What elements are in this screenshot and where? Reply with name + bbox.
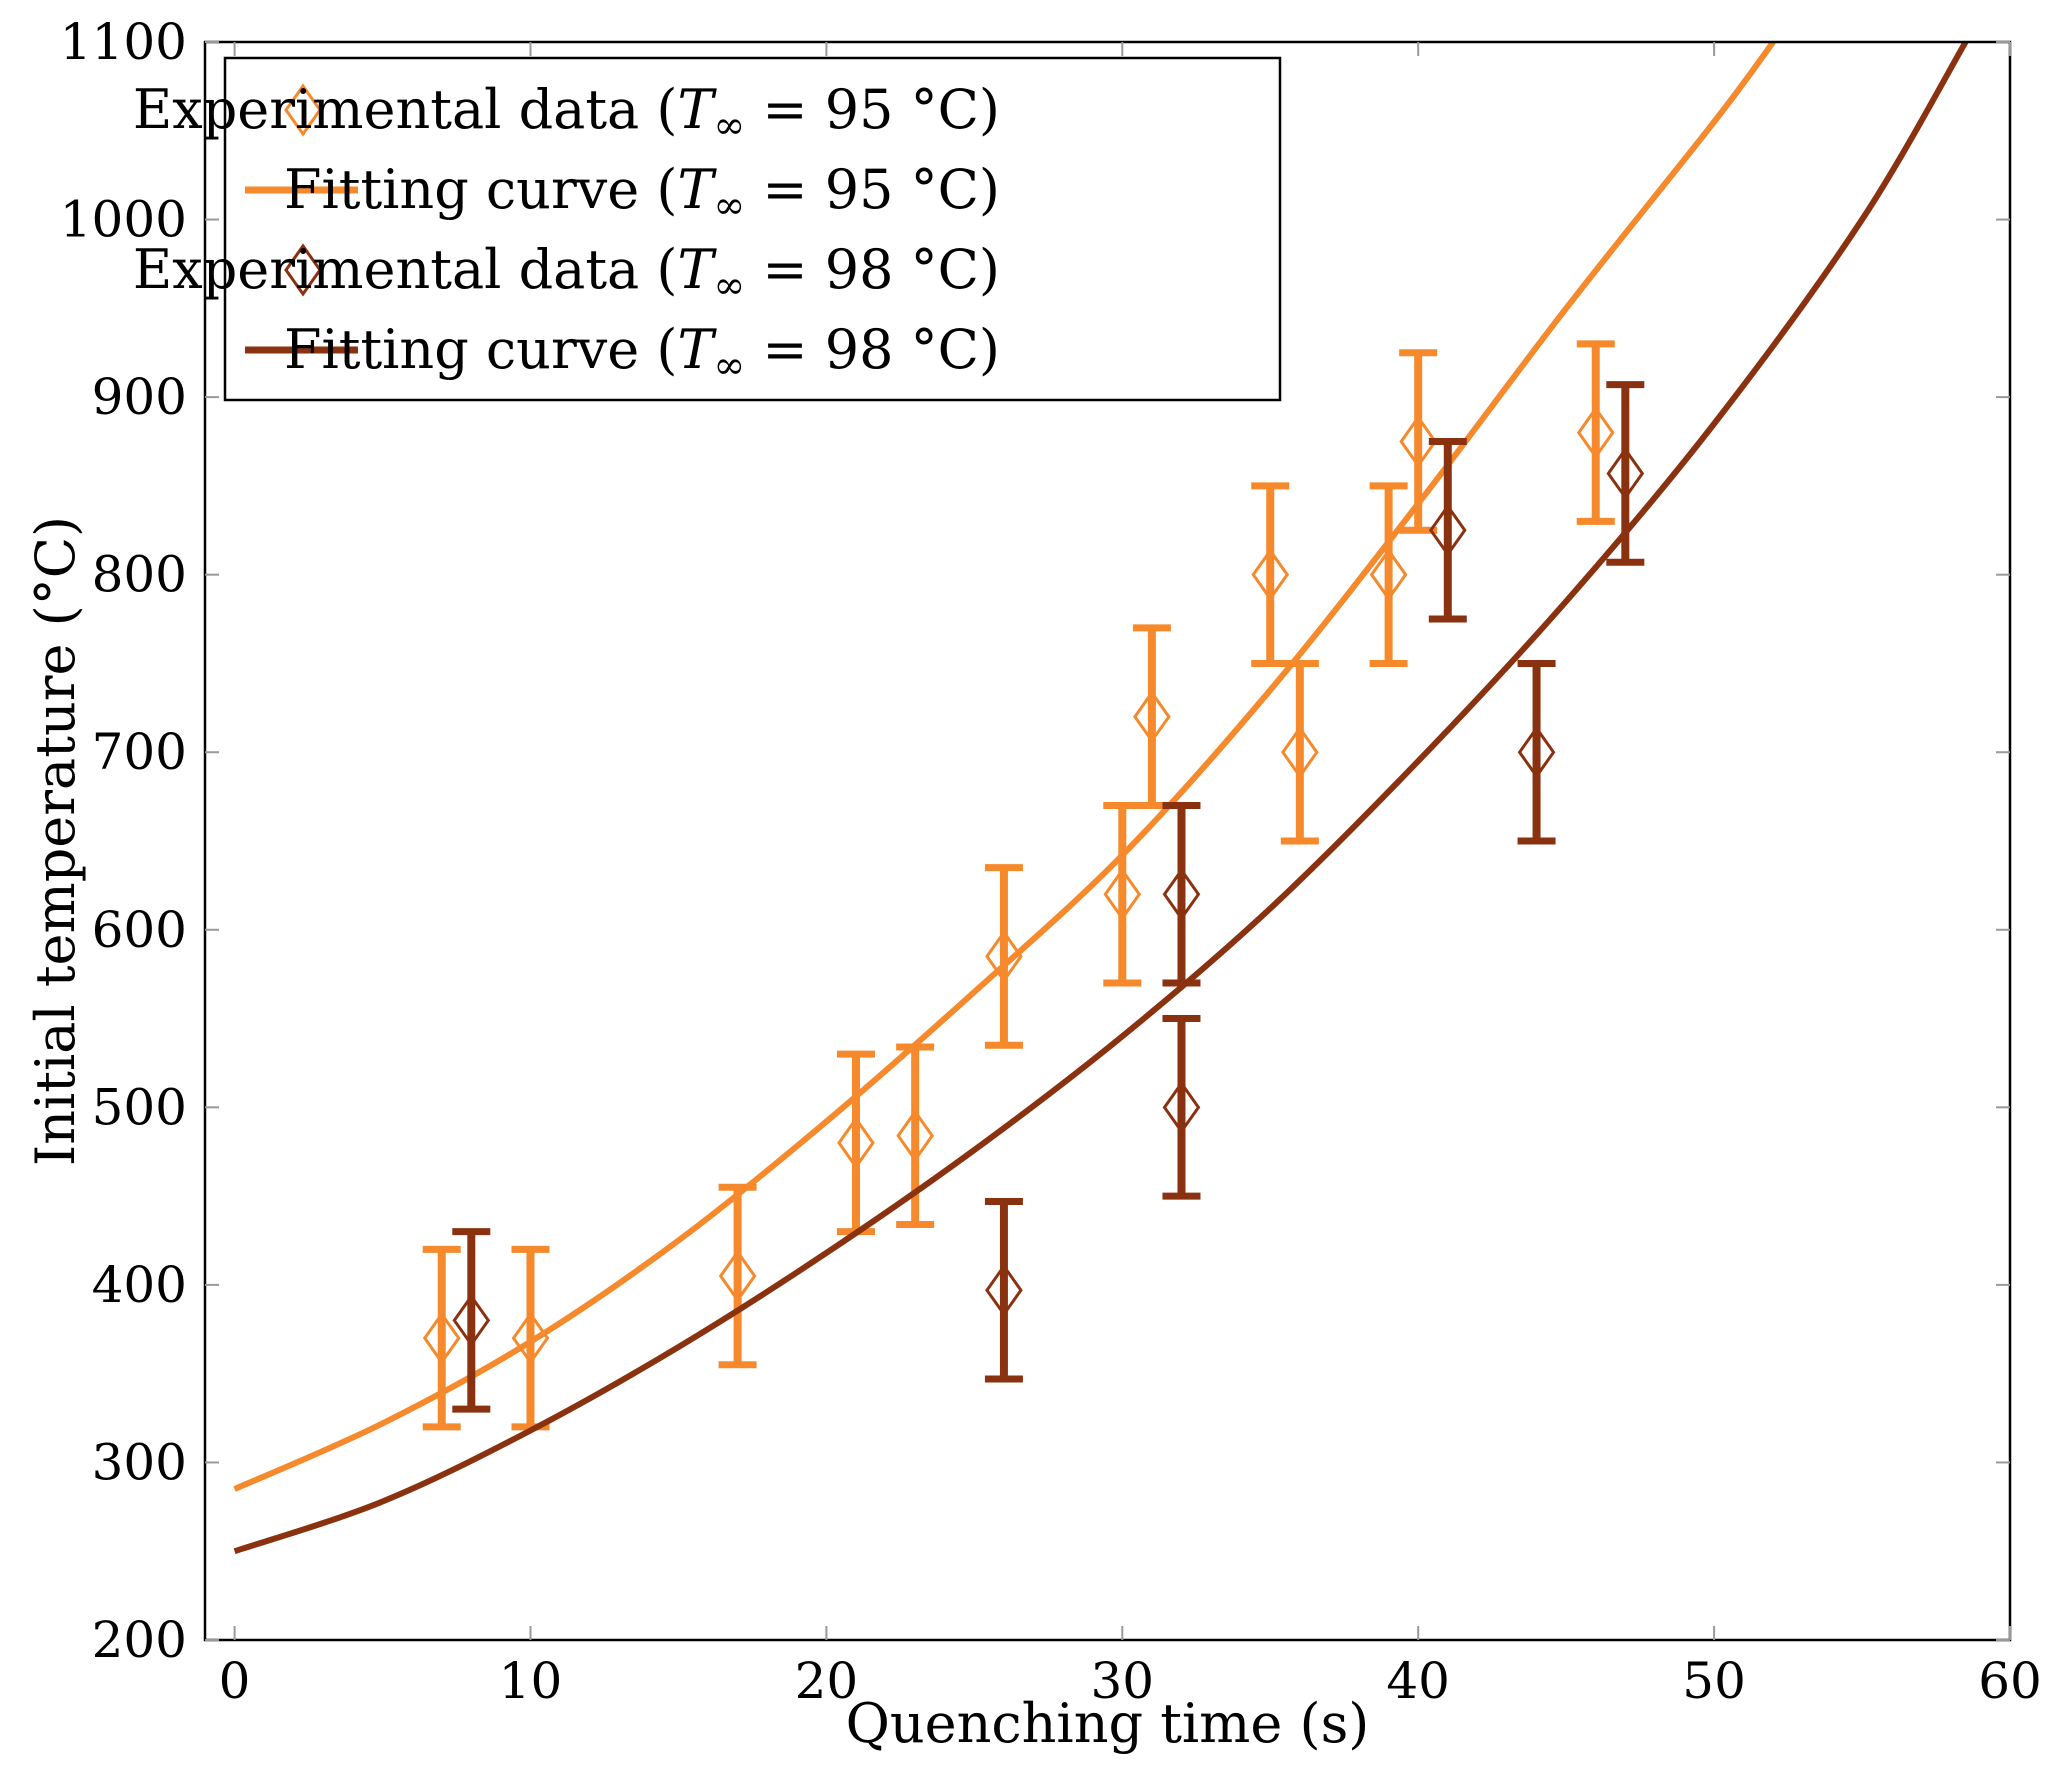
series-0-point: [1399, 414, 1438, 469]
series-0-point: [1103, 867, 1142, 921]
x-tick-label: 10: [499, 1652, 563, 1710]
legend-entry-prefix: Experimental data (: [133, 78, 678, 141]
x-tick-label: 40: [1386, 1652, 1450, 1710]
legend-entry-2: Experimental data (T∞ = 98 °C): [133, 238, 1000, 307]
series-3-curve: [233, 42, 1969, 1555]
series-2-point: [1162, 1080, 1201, 1134]
y-tick-label: 600: [92, 901, 187, 959]
y-tick-label: 500: [92, 1078, 187, 1136]
y-tick-label: 300: [92, 1433, 187, 1491]
legend-entry-suffix: = 95 °C): [745, 158, 1000, 221]
legend-entry-symbol: T: [677, 158, 717, 221]
legend: Experimental data (T∞ = 95 °C)Fitting cu…: [133, 56, 1282, 402]
legend-box: [223, 56, 1282, 402]
legend-entry-symbol: T: [677, 238, 717, 301]
x-axis-label: Quenching time (s): [846, 1692, 1370, 1755]
series-0-point: [1369, 548, 1408, 602]
y-tick-label: 800: [92, 546, 187, 604]
y-axis-label: Initial temperature (°C): [24, 516, 87, 1166]
plot-area: [203, 40, 2012, 1642]
axis-ticks: 0 10 20 30 40 50 60 200 300 400 500 600 700 800 900 100…: [60, 13, 2042, 1710]
legend-entry-suffix: = 98 °C): [745, 318, 1000, 381]
series-0-point: [718, 1249, 757, 1303]
series-0-point: [896, 1109, 935, 1163]
legend-entry-3: Fitting curve (T∞ = 98 °C): [284, 318, 1000, 387]
series-2-point: [1428, 503, 1467, 557]
legend-entry-subscript: ∞: [714, 183, 746, 227]
x-tick-label: 20: [795, 1652, 859, 1710]
y-tick-label: 1000: [60, 191, 187, 249]
legend-marker-diamond: [284, 83, 322, 137]
y-tick-label: 900: [92, 368, 187, 426]
legend-entry-prefix: Fitting curve (: [284, 158, 677, 221]
x-tick-label: 0: [219, 1652, 251, 1710]
y-tick-label: 700: [92, 723, 187, 781]
legend-entry-0: Experimental data (T∞ = 95 °C): [133, 78, 1000, 147]
legend-entry-prefix: Experimental data (: [133, 238, 678, 301]
series-2-point: [1517, 725, 1556, 779]
y-tick-label: 200: [92, 1611, 187, 1669]
series-0-point: [1133, 690, 1171, 744]
series-2-point: [985, 1263, 1023, 1317]
series-0-point: [985, 929, 1023, 984]
series-0-point: [837, 1116, 875, 1170]
legend-marker-diamond: [284, 243, 322, 297]
series-0-point: [1576, 406, 1615, 460]
legend-entry-suffix: = 95 °C): [745, 78, 1000, 141]
legend-entry-symbol: T: [677, 318, 717, 381]
series-0-point: [1281, 725, 1319, 779]
series-2-point: [1162, 867, 1201, 921]
legend-entry-suffix: = 98 °C): [745, 238, 1000, 301]
legend-entry-subscript: ∞: [714, 103, 746, 147]
x-tick-label: 30: [1090, 1652, 1154, 1710]
legend-entry-subscript: ∞: [714, 343, 746, 387]
series-0-point: [1251, 548, 1290, 602]
plot-frame: [203, 40, 2012, 1642]
x-tick-label: 60: [1978, 1652, 2042, 1710]
legend-entry-1: Fitting curve (T∞ = 95 °C): [284, 158, 1000, 227]
series-0-point: [422, 1311, 461, 1365]
series-1-curve: [233, 42, 1776, 1492]
x-tick-label: 50: [1682, 1652, 1746, 1710]
legend-entry-prefix: Fitting curve (: [284, 318, 677, 381]
series-2-point: [1606, 446, 1645, 501]
y-tick-label: 400: [92, 1256, 187, 1314]
legend-entry-symbol: T: [677, 78, 717, 141]
legend-entry-subscript: ∞: [714, 263, 746, 307]
y-tick-label: 1100: [60, 13, 187, 71]
series-0-point: [511, 1311, 550, 1365]
series-2-point: [452, 1293, 491, 1347]
